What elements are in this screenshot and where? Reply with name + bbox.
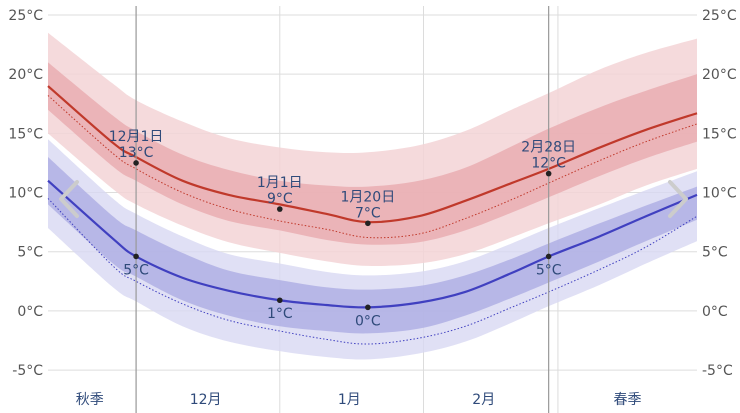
y-tick-label-right: 5°C	[702, 245, 728, 261]
y-tick-label-right: 15°C	[702, 126, 737, 142]
annotation-label: 7°C	[355, 205, 381, 221]
markers-layer	[133, 160, 552, 311]
high-band-inner	[48, 62, 697, 245]
month-labels-layer: 秋季 12月 1月 2月 春季	[76, 392, 642, 408]
y-tick-label-right: 0°C	[702, 304, 728, 320]
y-tick-label-left: 0°C	[17, 304, 43, 320]
month-label: 1月	[338, 392, 361, 408]
chevron-right-icon	[668, 180, 688, 218]
chevron-left-icon	[59, 180, 79, 218]
point-marker	[545, 170, 552, 177]
annotation-label: 12°C	[531, 156, 566, 172]
point-marker	[365, 304, 371, 311]
annotation-label: 1月1日	[257, 175, 303, 191]
low-band-inner	[48, 157, 697, 334]
y-tick-label-right: 20°C	[702, 67, 737, 83]
y-tick-label-left: 25°C	[8, 8, 43, 24]
y-tick-label-left: 20°C	[8, 67, 43, 83]
annotation-label: 9°C	[267, 191, 293, 207]
ticks-layer: -5°C -5°C 0°C 0°C 5°C 5°C 10°C 10°C 15°C 15°C 20°C…	[8, 8, 736, 379]
prev-arrow[interactable]	[59, 180, 79, 218]
point-marker	[276, 297, 283, 304]
point-marker	[365, 220, 371, 227]
bands-layer	[48, 32, 697, 360]
annotation-label: 0°C	[355, 313, 381, 329]
y-tick-label-left: 10°C	[8, 186, 43, 202]
annotation-label: 5°C	[536, 262, 562, 278]
annotation-label: 1°C	[267, 306, 293, 322]
y-tick-label-right: 25°C	[702, 8, 737, 24]
next-arrow[interactable]	[668, 180, 688, 218]
point-marker	[276, 206, 283, 212]
month-label: 秋季	[76, 392, 104, 408]
annotation-label: 12月1日	[109, 129, 164, 145]
y-tick-label-left: 15°C	[8, 126, 43, 142]
annotation-label: 1月20日	[340, 189, 395, 205]
point-marker	[133, 160, 139, 166]
high-normal-dotted-line	[47, 95, 698, 239]
annotation-label: 2月28日	[521, 140, 576, 156]
annotation-label: 13°C	[119, 145, 154, 161]
dividers-layer	[135, 6, 550, 413]
month-label: 2月	[472, 392, 495, 408]
annotation-label: 5°C	[123, 262, 149, 278]
point-marker	[545, 253, 552, 260]
point-marker	[133, 253, 139, 260]
y-tick-label-left: 5°C	[17, 245, 43, 261]
y-tick-label-right: -5°C	[702, 363, 733, 379]
y-tick-label-left: -5°C	[12, 363, 43, 379]
y-tick-label-right: 10°C	[702, 186, 737, 202]
month-label: 春季	[613, 392, 641, 408]
month-label: 12月	[190, 392, 222, 408]
